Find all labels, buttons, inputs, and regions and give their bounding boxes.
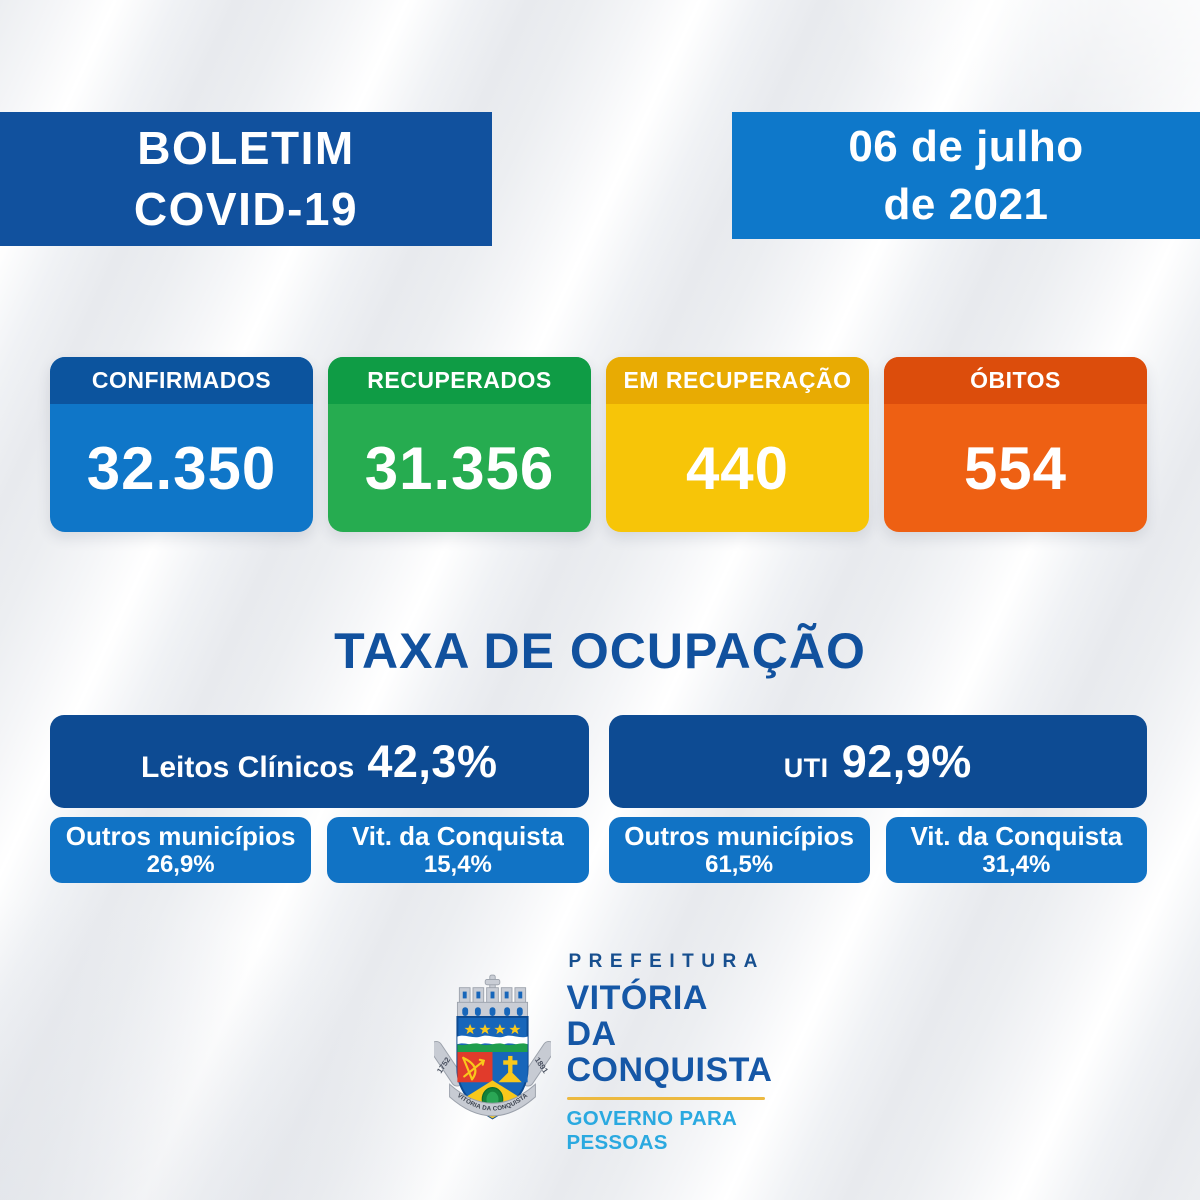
sub-box-label: Outros municípios bbox=[65, 820, 296, 851]
panel-sub-boxes: Outros municípios 61,5% Vit. da Conquist… bbox=[608, 817, 1147, 883]
logo-org-label: PREFEITURA bbox=[568, 950, 765, 972]
stat-label: RECUPERADOS bbox=[367, 367, 552, 393]
stat-value: 32.350 bbox=[86, 434, 277, 502]
occupancy-title: TAXA DE OCUPAÇÃO bbox=[334, 623, 866, 679]
bulletin-title-line1: BOLETIM bbox=[137, 122, 355, 175]
stat-card-header: CONFIRMADOS bbox=[50, 357, 313, 404]
logo-divider bbox=[566, 1097, 765, 1101]
stat-card-confirmados: CONFIRMADOS 32.350 bbox=[50, 357, 313, 532]
stat-value: 440 bbox=[685, 434, 790, 502]
bulletin-date-line1: 06 de julho bbox=[848, 122, 1084, 172]
stat-card-recuperados: RECUPERADOS 31.356 bbox=[328, 357, 591, 532]
stats-row: CONFIRMADOS 32.350 RECUPERADOS 31.356 EM… bbox=[50, 357, 1147, 532]
stat-label: ÓBITOS bbox=[970, 367, 1061, 393]
bulletin-date-line2: de 2021 bbox=[883, 179, 1049, 229]
sub-box-vit-da-conquista: Vit. da Conquista 31,4% bbox=[885, 817, 1147, 883]
sub-box-label: Vit. da Conquista bbox=[351, 820, 564, 851]
panel-label: Leitos Clínicos bbox=[141, 750, 355, 784]
sub-box-value: 15,4% bbox=[423, 851, 492, 879]
logo-text-block: PREFEITURA VITÓRIA DA CONQUISTA GOVERNO … bbox=[566, 950, 773, 1155]
panel-rate: 92,9% bbox=[841, 735, 972, 787]
panel-sub-boxes: Outros municípios 26,9% Vit. da Conquist… bbox=[50, 817, 589, 883]
logo-slogan: GOVERNO PARA PESSOAS bbox=[566, 1107, 737, 1155]
panel-uti-header: UTI 92,9% bbox=[608, 715, 1147, 808]
panel-rate: 42,3% bbox=[367, 735, 498, 787]
stat-card-obitos: ÓBITOS 554 bbox=[884, 357, 1147, 532]
bulletin-title-line2: COVID-19 bbox=[133, 183, 359, 235]
occupancy-panels: Leitos Clínicos 42,3% Outros municípios … bbox=[50, 715, 1147, 883]
occupancy-panel-uti: UTI 92,9% Outros municípios 61,5% Vit. d… bbox=[608, 715, 1147, 883]
sub-box-outros-municipios: Outros municípios 61,5% bbox=[608, 817, 870, 883]
sub-box-value: 61,5% bbox=[705, 851, 774, 879]
sub-box-value: 31,4% bbox=[982, 851, 1051, 879]
stat-card-em-recuperacao: EM RECUPERAÇÃO 440 bbox=[606, 357, 869, 532]
stat-card-header: RECUPERADOS bbox=[328, 357, 591, 404]
bulletin-title-box: BOLETIM COVID-19 bbox=[0, 112, 492, 246]
stat-value: 31.356 bbox=[364, 434, 555, 502]
sub-box-outros-municipios: Outros municípios 26,9% bbox=[50, 817, 312, 883]
city-crest-icon: 1752 1891 bbox=[433, 974, 551, 1119]
panel-label: UTI bbox=[783, 752, 829, 783]
occupancy-panel-leitos-clinicos: Leitos Clínicos 42,3% Outros municípios … bbox=[50, 715, 589, 883]
sub-box-label: Vit. da Conquista bbox=[910, 820, 1123, 851]
sub-box-vit-da-conquista: Vit. da Conquista 15,4% bbox=[327, 817, 589, 883]
sub-box-label: Outros municípios bbox=[624, 820, 854, 851]
sub-box-value: 26,9% bbox=[146, 851, 215, 879]
bulletin-date-box: 06 de julho de 2021 bbox=[732, 112, 1200, 239]
stat-label: EM RECUPERAÇÃO bbox=[623, 367, 852, 393]
stat-label: CONFIRMADOS bbox=[91, 367, 272, 393]
panel-leitos-header: Leitos Clínicos 42,3% bbox=[50, 715, 589, 808]
logo-city-line1: VITÓRIA DA bbox=[566, 978, 707, 1053]
crest-crown bbox=[456, 974, 528, 1018]
stat-card-header: ÓBITOS bbox=[884, 357, 1147, 404]
stat-card-header: EM RECUPERAÇÃO bbox=[606, 357, 869, 404]
city-government-logo: 1752 1891 bbox=[0, 951, 1200, 1154]
logo-city-line2: CONQUISTA bbox=[566, 1051, 773, 1090]
stat-value: 554 bbox=[963, 434, 1068, 502]
